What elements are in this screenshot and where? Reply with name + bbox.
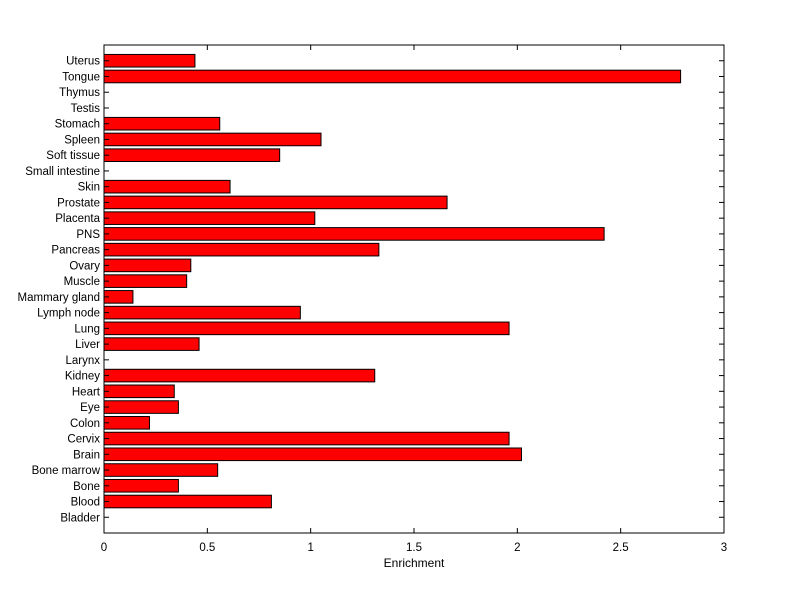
- bar-liver: [103, 337, 200, 351]
- y-tick-label: Lymph node: [37, 308, 100, 320]
- y-tick-label: Larynx: [65, 355, 100, 367]
- bar-tongue: [103, 69, 682, 84]
- y-tick-label: Lung: [74, 323, 100, 335]
- bar-spleen: [103, 132, 322, 147]
- x-tick-label: 3: [721, 542, 727, 554]
- y-tick-label: Liver: [75, 339, 100, 351]
- labels-group: Bladder Blood Bone Bone marrow Brain Cervix Co…: [18, 56, 728, 554]
- y-tick-label: Ovary: [69, 260, 100, 272]
- y-tick-label: Small intestine: [25, 166, 100, 178]
- bar-stomach: [103, 116, 221, 131]
- bar-cervix: [103, 431, 510, 446]
- y-tick-label: Spleen: [64, 134, 100, 146]
- bar-colon: [103, 416, 150, 430]
- bar-ovary: [103, 258, 192, 273]
- y-tick-label: Brain: [73, 449, 100, 461]
- x-tick-label: 0: [101, 542, 107, 554]
- bar-uterus: [103, 53, 196, 68]
- y-tick-label: Cervix: [67, 434, 100, 446]
- bar-soft-tissue: [103, 148, 281, 162]
- bar-pancreas: [103, 242, 380, 257]
- y-tick-label: Blood: [71, 497, 100, 509]
- bar-placenta: [103, 211, 316, 225]
- bar-brain: [103, 447, 522, 462]
- x-tick-label: 2.5: [613, 542, 629, 554]
- bar-eye: [103, 400, 179, 414]
- x-axis-label: Enrichment: [384, 556, 445, 570]
- y-tick-label: Heart: [72, 386, 101, 398]
- y-tick-label: Tongue: [62, 71, 100, 83]
- y-tick-label: Stomach: [55, 119, 100, 131]
- y-tick-label: Prostate: [57, 197, 100, 209]
- bar-bone: [103, 478, 179, 493]
- bar-blood: [103, 494, 272, 509]
- y-tick-label: Uterus: [66, 56, 100, 68]
- bar-kidney: [103, 368, 376, 383]
- bar-bone-marrow: [103, 463, 219, 477]
- y-tick-label: Kidney: [65, 371, 100, 383]
- y-tick-label: Muscle: [64, 276, 100, 288]
- x-tick-label: 2: [514, 542, 520, 554]
- bar-heart: [103, 384, 175, 399]
- plot-frame: [103, 44, 725, 534]
- ticks-group: [103, 45, 725, 533]
- bar-lung: [103, 321, 510, 336]
- y-tick-label: Soft tissue: [46, 150, 100, 162]
- y-tick-label: Bone marrow: [32, 465, 101, 477]
- bar-pns: [103, 227, 605, 241]
- y-tick-label: Testis: [71, 103, 101, 115]
- y-tick-label: Colon: [70, 418, 100, 430]
- x-tick-label: 0.5: [199, 542, 215, 554]
- bar-prostate: [103, 195, 448, 210]
- y-tick-label: Eye: [80, 402, 100, 414]
- y-tick-label: Thymus: [59, 87, 100, 99]
- bar-lymph-node: [103, 305, 301, 320]
- bars-group: [103, 53, 682, 509]
- y-tick-label: Mammary gland: [18, 292, 100, 304]
- y-tick-label: Bone: [73, 481, 100, 493]
- y-tick-label: Placenta: [55, 213, 100, 225]
- bar-muscle: [103, 274, 188, 288]
- bar-skin: [103, 179, 231, 194]
- y-tick-label: PNS: [76, 229, 100, 241]
- x-tick-label: 1.5: [406, 542, 422, 554]
- x-tick-label: 1: [307, 542, 313, 554]
- y-tick-label: Skin: [78, 182, 100, 194]
- y-tick-label: Bladder: [60, 512, 100, 524]
- y-tick-label: Pancreas: [51, 245, 100, 257]
